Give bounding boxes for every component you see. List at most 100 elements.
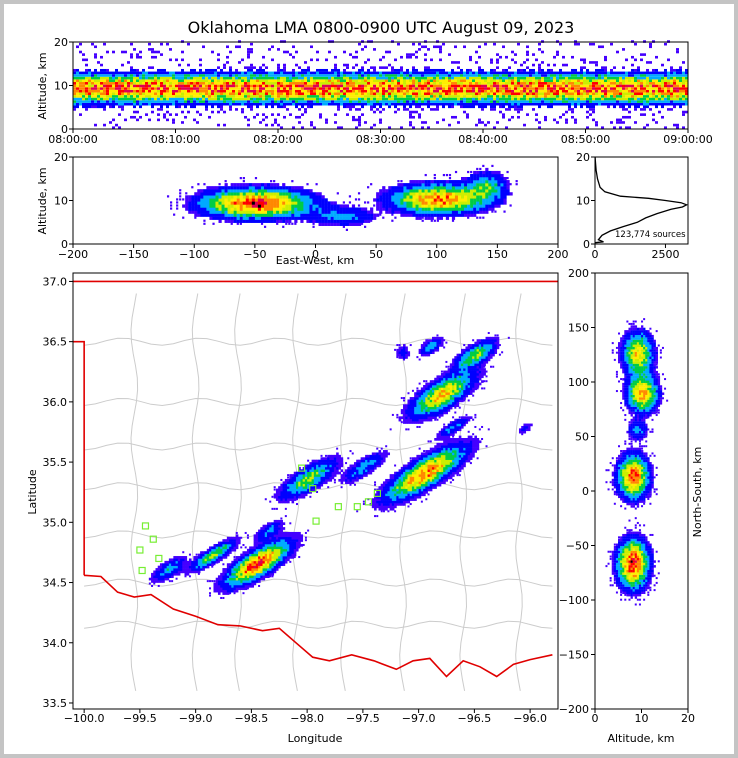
density-cell xyxy=(467,189,471,193)
density-cell xyxy=(185,192,188,195)
density-cell xyxy=(517,76,520,80)
density-cell xyxy=(91,102,94,106)
density-cell xyxy=(592,89,595,93)
density-cell xyxy=(175,572,179,576)
density-cell xyxy=(373,89,376,93)
density-cell xyxy=(109,102,112,106)
density-cell xyxy=(658,76,661,80)
density-cell xyxy=(248,219,253,223)
density-cell xyxy=(451,61,454,64)
density-cell xyxy=(213,587,217,591)
density-cell xyxy=(291,186,295,190)
density-cell xyxy=(430,84,433,88)
density-cell xyxy=(250,87,253,90)
density-cell xyxy=(400,66,403,69)
density-cell xyxy=(313,92,316,96)
density-cell xyxy=(204,551,208,554)
density-cell xyxy=(241,100,244,103)
density-cell xyxy=(130,71,133,75)
density-cell xyxy=(224,192,228,196)
density-cell xyxy=(436,216,440,220)
density-cell xyxy=(195,568,199,571)
density-cell xyxy=(436,89,439,93)
density-cell xyxy=(502,71,505,75)
density-cell xyxy=(491,183,495,187)
density-cell xyxy=(451,74,454,77)
density-cell xyxy=(538,89,541,93)
density-cell xyxy=(221,189,225,193)
density-cell xyxy=(481,87,484,90)
density-cell xyxy=(163,92,166,96)
density-cell xyxy=(334,68,337,72)
density-cell xyxy=(580,105,583,109)
density-cell xyxy=(430,71,433,75)
density-cell xyxy=(490,102,493,106)
density-cell xyxy=(172,74,175,77)
density-cell xyxy=(479,204,483,208)
density-cell xyxy=(160,89,163,93)
density-cell xyxy=(188,198,192,202)
density-cell xyxy=(421,216,424,219)
density-cell xyxy=(550,84,553,88)
density-cell xyxy=(112,102,115,106)
density-cell xyxy=(397,68,400,72)
density-cell xyxy=(221,204,225,208)
density-cell xyxy=(283,89,286,93)
county-line xyxy=(84,620,553,629)
county-line xyxy=(130,293,139,691)
density-cell xyxy=(511,79,514,83)
density-cell xyxy=(442,97,445,101)
density-cell xyxy=(400,126,403,129)
density-cell xyxy=(517,110,520,114)
density-cell xyxy=(457,207,462,211)
density-cell xyxy=(330,219,334,223)
density-cell xyxy=(485,186,489,190)
density-cell xyxy=(343,79,346,83)
density-cell xyxy=(127,89,130,93)
density-cell xyxy=(304,92,307,96)
density-cell xyxy=(166,97,169,101)
density-cell xyxy=(337,108,340,111)
density-cell xyxy=(301,97,304,101)
density-cell xyxy=(148,76,151,80)
density-cell xyxy=(349,76,352,80)
density-cell xyxy=(351,216,356,220)
density-cell xyxy=(406,55,409,59)
density-cell xyxy=(277,79,280,83)
density-cell xyxy=(454,198,459,202)
density-cell xyxy=(154,89,157,93)
density-cell xyxy=(397,180,400,183)
density-cell xyxy=(470,192,474,196)
density-cell xyxy=(418,183,422,187)
density-cell xyxy=(466,87,469,90)
density-cell xyxy=(130,66,133,69)
density-cell xyxy=(379,100,382,103)
density-cell xyxy=(406,108,409,111)
density-cell xyxy=(289,95,292,98)
density-cell xyxy=(276,219,280,223)
density-cell xyxy=(349,105,352,109)
density-cell xyxy=(463,87,466,90)
density-cell xyxy=(259,68,262,72)
density-cell xyxy=(682,89,685,93)
density-cell xyxy=(520,84,523,88)
density-cell xyxy=(433,79,436,83)
density-cell xyxy=(115,102,118,106)
density-cell xyxy=(400,198,404,202)
density-cell xyxy=(181,102,184,106)
density-cell xyxy=(355,50,358,54)
density-cell xyxy=(203,207,207,211)
density-cell xyxy=(473,195,477,199)
density-cell xyxy=(382,102,385,106)
density-cell xyxy=(628,92,631,96)
density-cell xyxy=(526,53,529,56)
density-cell xyxy=(276,204,280,208)
density-cell xyxy=(640,76,643,80)
density-cell xyxy=(397,87,400,90)
density-cell xyxy=(379,74,382,77)
density-cell xyxy=(670,76,673,80)
density-cell xyxy=(274,102,277,106)
density-cell xyxy=(610,121,613,124)
density-cell xyxy=(309,198,313,202)
density-cell xyxy=(535,58,538,62)
